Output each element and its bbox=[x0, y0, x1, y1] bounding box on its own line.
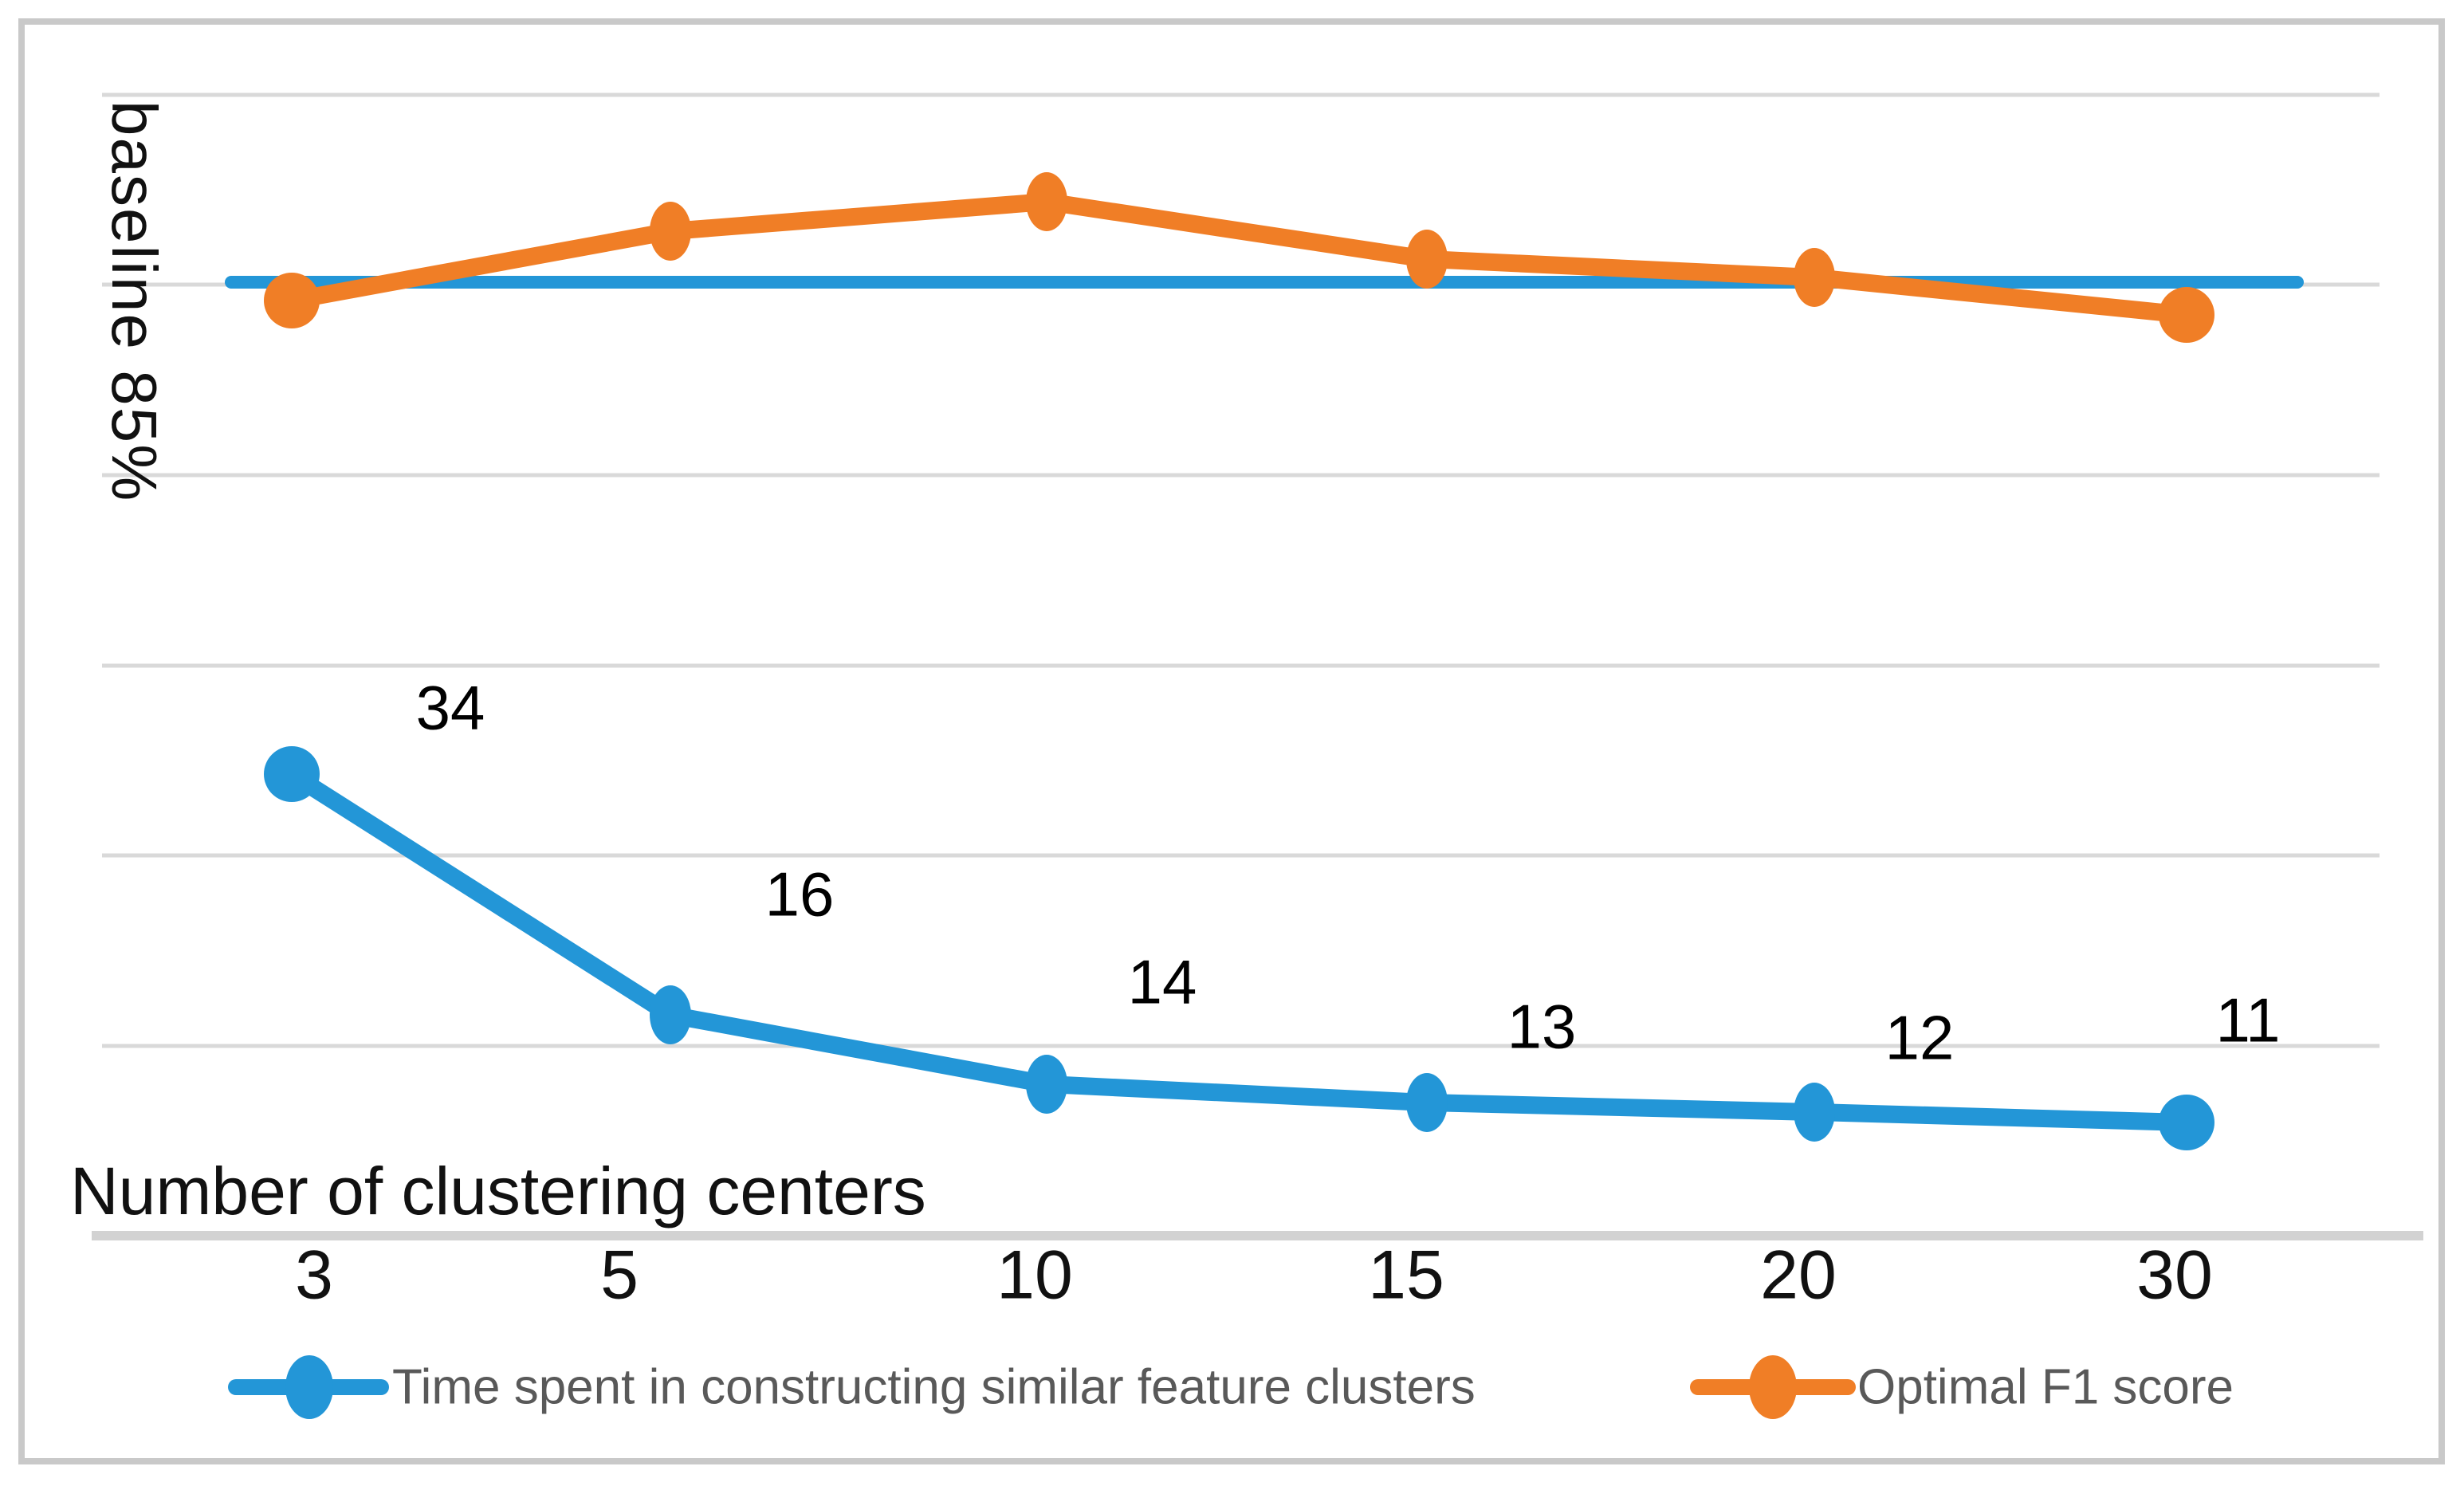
data-label-time-series: 12 bbox=[1884, 1002, 1955, 1073]
x-tick-label: 3 bbox=[295, 1236, 333, 1314]
x-tick-label: 20 bbox=[1760, 1236, 1837, 1314]
f1-series-marker bbox=[650, 202, 691, 261]
x-tick-label: 5 bbox=[600, 1236, 639, 1314]
f1-series-marker bbox=[2159, 287, 2214, 343]
time-series-line bbox=[283, 765, 2195, 1131]
f1-series-marker bbox=[264, 273, 320, 328]
f1-series-marker bbox=[1406, 230, 1448, 289]
time-series-marker bbox=[1406, 1073, 1448, 1132]
f1-series-line bbox=[283, 193, 2195, 324]
time-series-marker bbox=[650, 985, 691, 1044]
figure-border bbox=[18, 18, 2445, 1464]
time-series-marker bbox=[1026, 1055, 1067, 1114]
f1-series-marker bbox=[1026, 172, 1067, 231]
legend-label-time-series: Time spent in constructing similar featu… bbox=[392, 1359, 1476, 1415]
x-axis-title: Number of clustering centers bbox=[70, 1154, 926, 1229]
legend-key-f1-series bbox=[1749, 1355, 1797, 1419]
data-label-time-series: 11 bbox=[2215, 985, 2281, 1056]
data-label-time-series: 16 bbox=[764, 859, 835, 930]
time-series-marker bbox=[1794, 1083, 1835, 1142]
legend-label-f1-series: Optimal F1 score bbox=[1857, 1359, 2234, 1415]
time-series-marker bbox=[264, 746, 320, 802]
x-tick-label: 10 bbox=[996, 1236, 1073, 1314]
x-tick-label: 15 bbox=[1368, 1236, 1444, 1314]
data-label-time-series: 14 bbox=[1127, 946, 1197, 1017]
data-label-time-series: 34 bbox=[415, 672, 485, 743]
legend-key-time-series bbox=[285, 1355, 333, 1419]
time-series-marker bbox=[2159, 1095, 2214, 1150]
data-label-time-series: 13 bbox=[1507, 991, 1577, 1062]
y-axis-title: baseline 85% bbox=[99, 100, 170, 503]
f1-series-marker bbox=[1794, 248, 1835, 307]
x-tick-label: 30 bbox=[2136, 1236, 2213, 1314]
